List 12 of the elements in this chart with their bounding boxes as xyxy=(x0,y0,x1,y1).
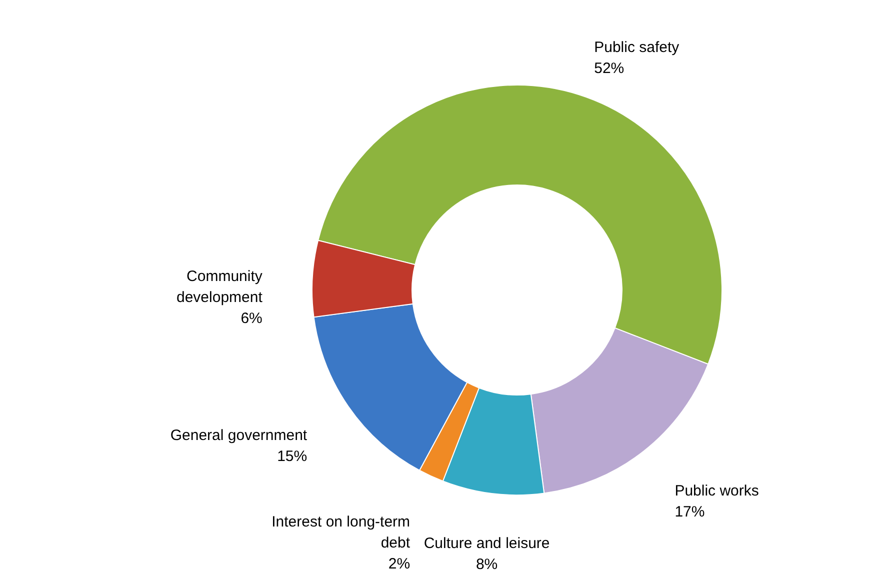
slice-label: Interest on long-term debt xyxy=(272,513,411,552)
data-label: 2% xyxy=(388,555,410,572)
data-label: 52% xyxy=(594,60,624,77)
data-label: 17% xyxy=(674,503,705,520)
slice-label: Community development xyxy=(176,268,264,306)
data-label: 8% xyxy=(476,556,498,574)
slice-label: General government xyxy=(170,426,308,444)
data-label: 6% xyxy=(240,310,262,327)
slice-label: Culture and leisure xyxy=(424,535,550,552)
slice-label: Public safety xyxy=(594,38,680,56)
slice-label: Public works xyxy=(674,482,759,500)
data-label: 15% xyxy=(277,448,308,465)
